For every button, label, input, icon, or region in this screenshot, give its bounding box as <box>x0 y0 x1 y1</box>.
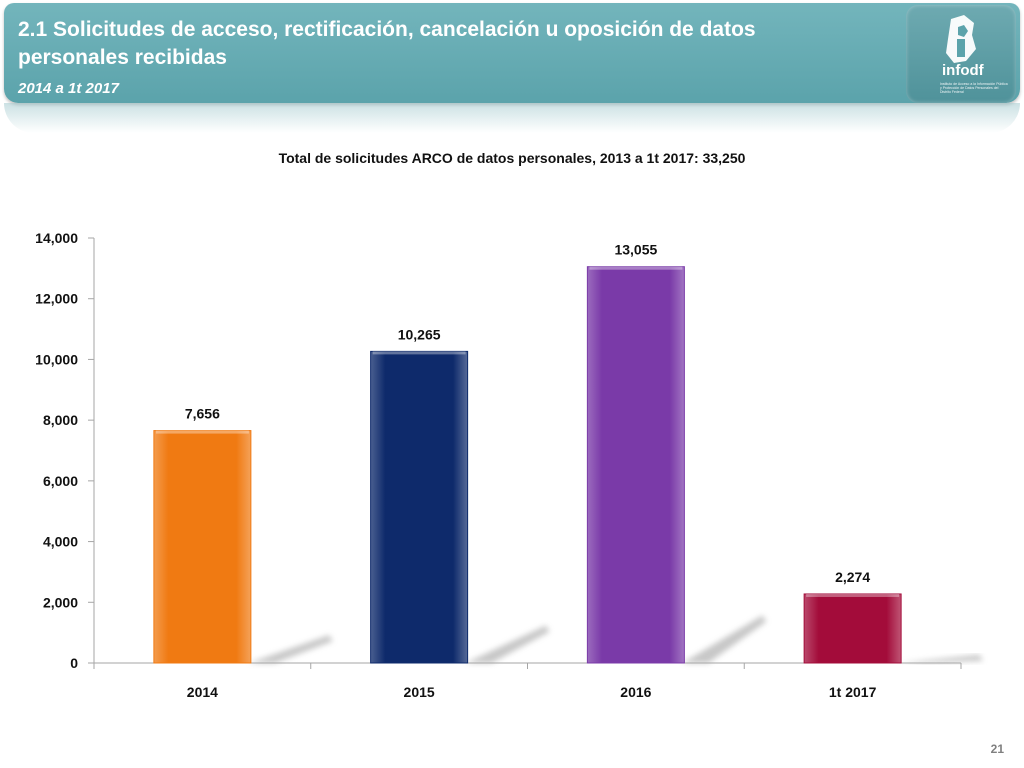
data-label: 2,274 <box>835 569 870 585</box>
y-tick-label: 14,000 <box>35 230 78 246</box>
bar-2016 <box>586 266 685 664</box>
x-tick-label: 2015 <box>404 684 435 700</box>
y-tick-label: 10,000 <box>35 351 78 367</box>
bar-highlight <box>806 593 900 597</box>
institution-logo <box>906 5 1016 103</box>
y-tick-label: 2,000 <box>43 594 78 610</box>
slide-subtitle: 2014 a 1t 2017 <box>18 80 119 97</box>
logo-wordmark: infodf <box>942 62 984 79</box>
y-tick-label: 8,000 <box>43 412 78 428</box>
bar-shadow <box>248 635 333 663</box>
y-tick-label: 4,000 <box>43 534 78 550</box>
slide-header <box>4 3 1020 103</box>
y-tick-label: 12,000 <box>35 291 78 307</box>
bar-shadow <box>465 625 550 663</box>
bar-highlight <box>372 351 466 355</box>
x-tick-label: 2014 <box>187 684 218 700</box>
bar-1t-2017 <box>803 593 902 664</box>
chart-title: Total de solicitudes ARCO de datos perso… <box>278 150 746 166</box>
logo-caption: Instituto de Acceso a la Información Púb… <box>940 82 1008 94</box>
data-label: 7,656 <box>185 406 220 422</box>
data-label: 13,055 <box>614 242 657 258</box>
slide-title: 2.1 Solicitudes de acceso, rectificación… <box>18 18 756 69</box>
y-tick-label: 0 <box>70 655 78 671</box>
data-label: 10,265 <box>398 326 441 342</box>
bar-shadow <box>899 654 984 663</box>
bar-2015 <box>370 350 469 664</box>
bar-highlight <box>589 266 683 270</box>
x-tick-label: 1t 2017 <box>829 684 877 700</box>
bar-2014 <box>153 430 252 664</box>
page-number: 21 <box>990 742 1004 756</box>
y-tick-label: 6,000 <box>43 473 78 489</box>
bar-highlight <box>155 430 249 434</box>
bar-shadow <box>682 615 767 663</box>
x-tick-label: 2016 <box>620 684 651 700</box>
city-emblem-icon <box>946 15 976 63</box>
header-shadow <box>4 103 1020 133</box>
